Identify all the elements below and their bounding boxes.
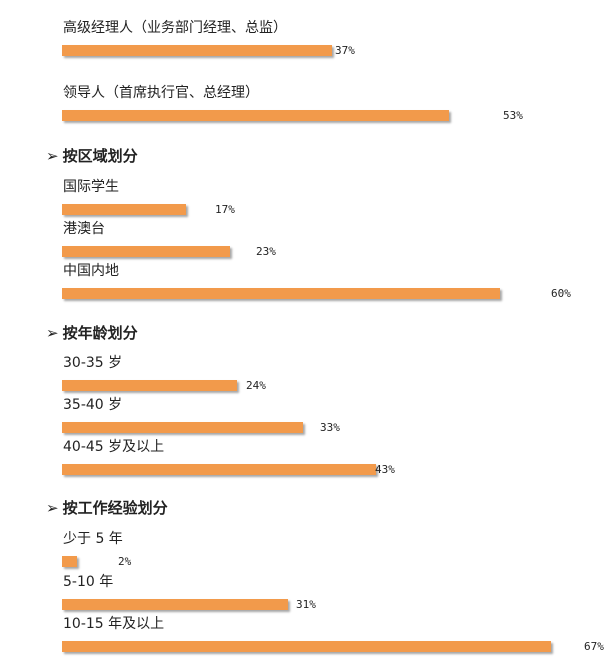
section-heading-label: 按年龄划分 — [62, 324, 138, 342]
category-label: 5-10 年 — [63, 574, 114, 590]
data-bar — [62, 288, 500, 299]
data-bar — [62, 380, 237, 391]
value-label: 17% — [215, 203, 235, 216]
category-label: 港澳台 — [63, 221, 105, 237]
value-label: 24% — [246, 379, 266, 392]
value-label: 23% — [256, 245, 276, 258]
data-bar — [62, 556, 77, 567]
section-heading: ➢ 按工作经验划分 — [46, 497, 168, 518]
value-label: 53% — [503, 109, 523, 122]
category-label: 30-35 岁 — [63, 355, 123, 371]
arrow-bullet-icon: ➢ — [46, 499, 59, 517]
data-bar — [62, 45, 332, 56]
category-label: 国际学生 — [63, 179, 119, 195]
category-label: 40-45 岁及以上 — [63, 439, 165, 455]
arrow-bullet-icon: ➢ — [46, 147, 59, 165]
data-bar — [62, 641, 551, 652]
value-label: 67% — [584, 640, 604, 653]
value-label: 2% — [118, 555, 132, 568]
section-heading: ➢ 按年龄划分 — [46, 322, 138, 343]
data-bar — [62, 110, 449, 121]
data-bar — [62, 204, 186, 215]
data-bar — [62, 246, 230, 257]
section-heading: ➢ 按区域划分 — [46, 145, 138, 166]
value-label: 33% — [320, 421, 340, 434]
data-bar — [62, 422, 303, 433]
value-label: 37% — [335, 44, 355, 57]
value-label: 43% — [375, 463, 395, 476]
arrow-bullet-icon: ➢ — [46, 324, 59, 342]
section-heading-label: 按工作经验划分 — [62, 499, 168, 517]
category-label: 少于 5 年 — [63, 531, 123, 547]
category-label: 10-15 年及以上 — [63, 616, 165, 632]
section-heading-label: 按区域划分 — [62, 147, 138, 165]
category-label: 领导人（首席执行官、总经理） — [63, 85, 259, 101]
category-label: 高级经理人（业务部门经理、总监） — [63, 20, 287, 36]
data-bar — [62, 599, 288, 610]
value-label: 31% — [296, 598, 316, 611]
value-label: 60% — [551, 287, 571, 300]
category-label: 35-40 岁 — [63, 397, 123, 413]
data-bar — [62, 464, 376, 475]
category-label: 中国内地 — [63, 263, 119, 279]
